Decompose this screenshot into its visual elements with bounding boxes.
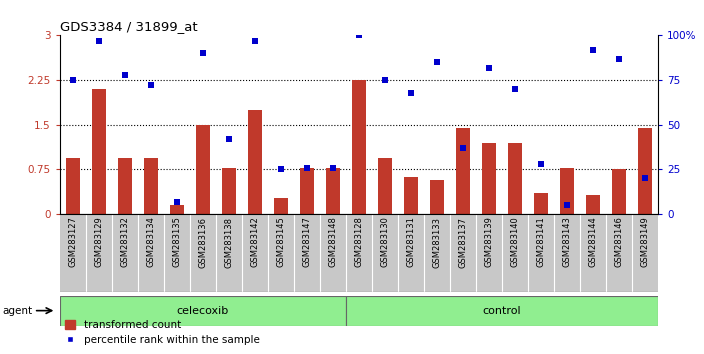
Text: GSM283129: GSM283129 bbox=[94, 217, 103, 267]
Bar bbox=[638, 128, 653, 214]
Text: GSM283144: GSM283144 bbox=[589, 217, 598, 267]
Point bbox=[562, 202, 573, 208]
Text: GSM283138: GSM283138 bbox=[225, 217, 234, 268]
Text: GDS3384 / 31899_at: GDS3384 / 31899_at bbox=[60, 20, 197, 33]
Text: GSM283131: GSM283131 bbox=[407, 217, 415, 267]
Bar bbox=[430, 179, 444, 214]
Text: GSM283139: GSM283139 bbox=[484, 217, 494, 267]
Bar bbox=[92, 89, 106, 214]
Point bbox=[614, 56, 625, 62]
Bar bbox=[534, 193, 548, 214]
Point bbox=[484, 65, 495, 70]
Text: GSM283142: GSM283142 bbox=[251, 217, 260, 267]
Point bbox=[93, 38, 104, 44]
Point bbox=[353, 33, 365, 38]
Bar bbox=[586, 195, 601, 214]
Point bbox=[536, 161, 547, 167]
Text: GSM283135: GSM283135 bbox=[172, 217, 182, 267]
Point bbox=[197, 50, 208, 56]
Text: GSM283132: GSM283132 bbox=[120, 217, 130, 267]
Text: GSM283128: GSM283128 bbox=[355, 217, 363, 267]
Point bbox=[119, 72, 130, 78]
Bar bbox=[326, 168, 340, 214]
Point bbox=[640, 176, 651, 181]
Point bbox=[301, 165, 313, 171]
Bar bbox=[274, 198, 288, 214]
Point bbox=[379, 77, 391, 83]
Text: GSM283143: GSM283143 bbox=[562, 217, 572, 267]
Bar bbox=[118, 158, 132, 214]
Point bbox=[510, 86, 521, 92]
Text: agent: agent bbox=[3, 306, 33, 316]
Text: GSM283145: GSM283145 bbox=[277, 217, 286, 267]
Point bbox=[432, 59, 443, 65]
Bar bbox=[248, 110, 262, 214]
Text: GSM283149: GSM283149 bbox=[641, 217, 650, 267]
Point bbox=[249, 38, 260, 44]
Bar bbox=[222, 168, 236, 214]
Bar bbox=[346, 296, 658, 326]
Bar bbox=[170, 205, 184, 214]
Bar bbox=[300, 168, 314, 214]
Bar bbox=[612, 170, 627, 214]
Text: celecoxib: celecoxib bbox=[177, 306, 229, 316]
Bar bbox=[196, 125, 210, 214]
Text: GSM283130: GSM283130 bbox=[381, 217, 389, 267]
Point bbox=[406, 90, 417, 96]
Text: GSM283133: GSM283133 bbox=[432, 217, 441, 268]
Point bbox=[275, 167, 287, 172]
Text: GSM283148: GSM283148 bbox=[329, 217, 337, 267]
Text: GSM283146: GSM283146 bbox=[615, 217, 624, 267]
Bar bbox=[456, 128, 470, 214]
Text: GSM283127: GSM283127 bbox=[68, 217, 77, 267]
Bar bbox=[144, 158, 158, 214]
Point bbox=[223, 136, 234, 142]
Bar bbox=[560, 168, 574, 214]
Text: GSM283141: GSM283141 bbox=[536, 217, 546, 267]
Point bbox=[458, 145, 469, 151]
Text: control: control bbox=[483, 306, 522, 316]
Point bbox=[145, 82, 156, 88]
Text: GSM283136: GSM283136 bbox=[199, 217, 208, 268]
Bar bbox=[378, 158, 392, 214]
Bar bbox=[482, 143, 496, 214]
Bar bbox=[65, 158, 80, 214]
Text: GSM283147: GSM283147 bbox=[303, 217, 311, 267]
Bar bbox=[60, 296, 346, 326]
Point bbox=[588, 47, 599, 52]
Point bbox=[327, 165, 339, 171]
Point bbox=[171, 199, 182, 205]
Bar bbox=[404, 177, 418, 214]
Text: GSM283134: GSM283134 bbox=[146, 217, 156, 267]
Legend: transformed count, percentile rank within the sample: transformed count, percentile rank withi… bbox=[65, 320, 260, 345]
Text: GSM283140: GSM283140 bbox=[510, 217, 520, 267]
Text: GSM283137: GSM283137 bbox=[458, 217, 467, 268]
Point bbox=[67, 77, 78, 83]
Bar bbox=[508, 143, 522, 214]
Bar bbox=[352, 80, 366, 214]
